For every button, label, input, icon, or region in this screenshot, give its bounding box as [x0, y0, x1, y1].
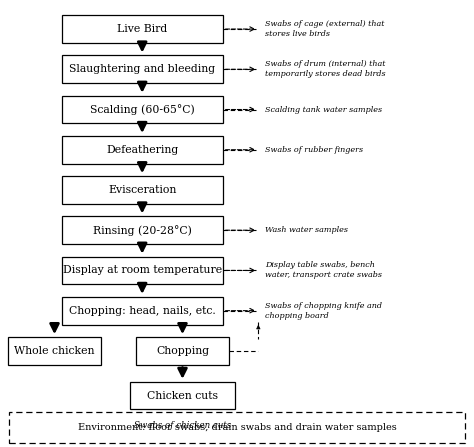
Text: Environment: floor swabs, drain swabs and drain water samples: Environment: floor swabs, drain swabs an…	[78, 423, 396, 432]
Bar	[62, 15, 223, 43]
Bar	[62, 176, 223, 204]
Text: Display table swabs, bench
water, transport crate swabs: Display table swabs, bench water, transp…	[265, 261, 383, 279]
Bar	[62, 257, 223, 284]
Text: Swabs of chicken cuts: Swabs of chicken cuts	[134, 421, 231, 430]
Text: Swabs of drum (internal) that
temporarily stores dead birds: Swabs of drum (internal) that temporaril…	[265, 60, 386, 78]
Text: Defeathering: Defeathering	[106, 145, 178, 155]
Text: Swabs of chopping knife and
chopping board: Swabs of chopping knife and chopping boa…	[265, 302, 383, 320]
Bar	[62, 216, 223, 244]
Bar	[130, 382, 235, 409]
Bar	[8, 337, 100, 365]
Text: Wash water samples: Wash water samples	[265, 226, 348, 234]
Text: Slaughtering and bleeding: Slaughtering and bleeding	[69, 64, 215, 74]
Text: Scalding tank water samples: Scalding tank water samples	[265, 105, 383, 114]
Text: Rinsing (20-28°C): Rinsing (20-28°C)	[93, 225, 191, 236]
Text: Display at room temperature: Display at room temperature	[63, 266, 222, 275]
Text: Swabs of cage (external) that
stores live birds: Swabs of cage (external) that stores liv…	[265, 20, 385, 38]
Text: Chicken cuts: Chicken cuts	[147, 391, 218, 401]
Text: Evisceration: Evisceration	[108, 185, 176, 195]
Bar	[62, 96, 223, 123]
Bar	[136, 337, 228, 365]
Text: Live Bird: Live Bird	[117, 24, 167, 34]
Bar	[62, 136, 223, 164]
Bar	[9, 412, 465, 443]
Bar	[62, 55, 223, 83]
Bar	[62, 297, 223, 325]
Text: Chopping: head, nails, etc.: Chopping: head, nails, etc.	[69, 306, 216, 316]
Text: Whole chicken: Whole chicken	[14, 346, 95, 356]
Text: Swabs of rubber fingers: Swabs of rubber fingers	[265, 146, 364, 154]
Text: Scalding (60-65°C): Scalding (60-65°C)	[90, 104, 194, 115]
Text: Chopping: Chopping	[156, 346, 209, 356]
